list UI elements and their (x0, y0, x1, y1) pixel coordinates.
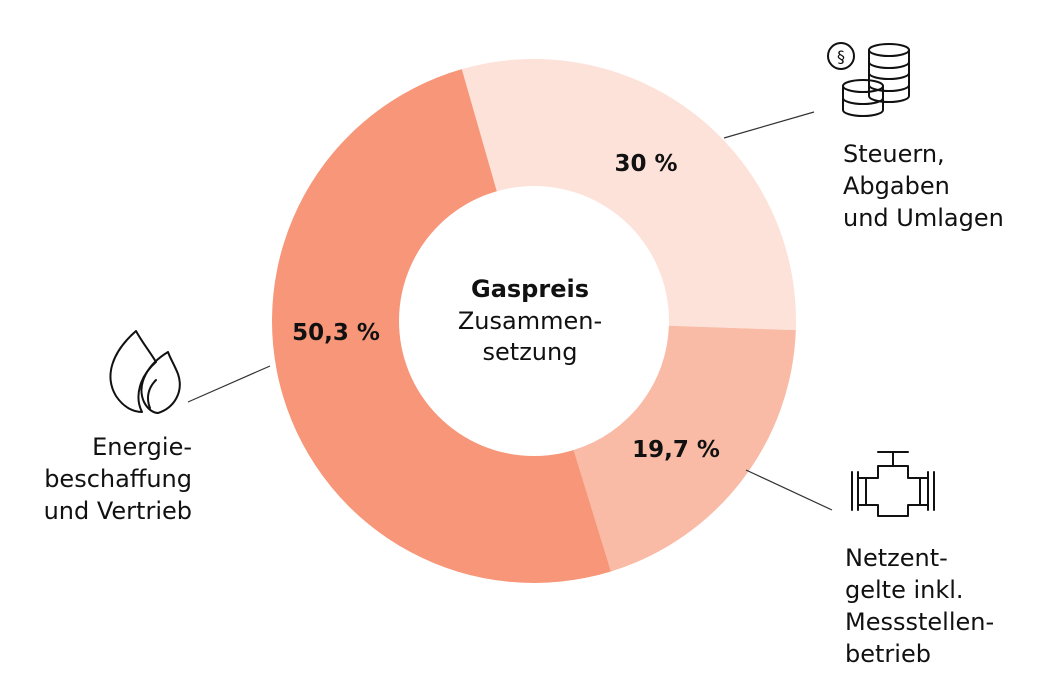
category-label-energy-line-1: Energie- (92, 433, 192, 461)
category-label-network-line-3: Messstellen- (845, 608, 994, 636)
slice-energy (272, 69, 611, 583)
value-label-network: 19,7 % (632, 437, 720, 463)
donut-slices (272, 59, 796, 583)
category-label-taxes-line-1: Steuern, (843, 140, 945, 168)
category-label-taxes-line-2: Abgaben (843, 172, 950, 200)
center-title: Gaspreis (471, 275, 589, 303)
leader-line-network (745, 469, 833, 511)
svg-text:§: § (837, 47, 845, 66)
category-label-energy-line-3: und Vertrieb (44, 497, 192, 525)
category-label-network-line-2: gelte inkl. (845, 576, 964, 604)
leader-line-energy (187, 365, 271, 403)
value-label-energy: 50,3 % (292, 320, 380, 346)
category-label-network-line-4: betrieb (845, 640, 931, 668)
slice-taxes (461, 59, 796, 331)
tax-coins-icon: § (827, 42, 910, 117)
leader-line-taxes (723, 111, 815, 139)
pipe-valve-icon (851, 451, 935, 517)
category-label-energy-line-2: beschaffung (44, 465, 192, 493)
center-subtitle-line-2: setzung (483, 338, 578, 366)
category-label-network-line-1: Netzent- (845, 544, 948, 572)
category-label-taxes-line-3: und Umlagen (843, 204, 1004, 232)
slice-network (573, 325, 796, 572)
gas-flame-icon (109, 330, 181, 414)
value-label-taxes: 30 % (614, 151, 677, 177)
center-subtitle-line-1: Zusammen- (458, 307, 602, 335)
